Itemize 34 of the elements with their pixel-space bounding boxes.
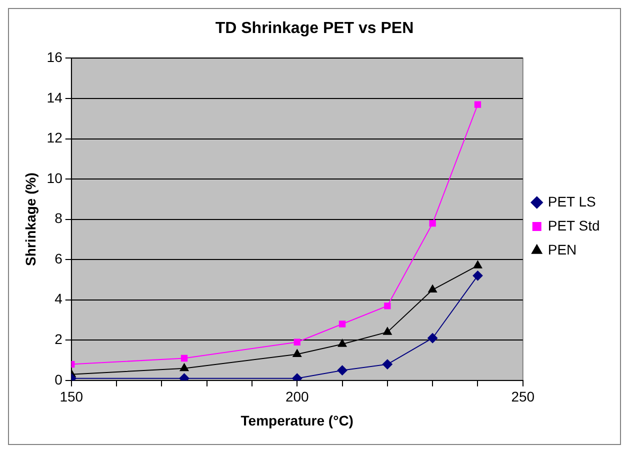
point — [292, 349, 302, 357]
point — [384, 302, 391, 310]
point — [338, 339, 347, 347]
y-tick-label: 0 — [54, 371, 63, 388]
x-tick-label: 200 — [285, 388, 310, 405]
point — [383, 327, 392, 335]
point — [294, 338, 300, 346]
point — [428, 284, 437, 293]
point — [382, 359, 392, 370]
legend-label: PET LS — [548, 193, 596, 210]
y-tick-label: 6 — [54, 250, 63, 266]
point — [180, 363, 189, 372]
chart-title: TD Shrinkage PET vs PEN — [215, 20, 414, 38]
y-axis-title: Shrinkage (%) — [22, 172, 38, 266]
y-tick-label: 2 — [54, 330, 63, 347]
y-tick-label: 12 — [46, 130, 63, 146]
y-tick-label: 4 — [54, 290, 63, 307]
legend-label: PEN — [548, 241, 577, 258]
point — [429, 220, 436, 227]
point — [472, 270, 483, 281]
y-tick-label: 10 — [46, 170, 63, 186]
y-tick-label: 16 — [46, 49, 63, 66]
point — [338, 320, 346, 328]
y-tick-label: 8 — [54, 210, 63, 226]
point — [428, 333, 438, 344]
point — [337, 365, 348, 376]
y-tick-label: 14 — [46, 89, 63, 106]
x-tick-label: 150 — [60, 388, 84, 405]
point — [473, 260, 482, 268]
x-axis-title: Temperature (°C) — [240, 412, 354, 428]
point — [180, 354, 188, 362]
point — [474, 101, 482, 108]
legend-label: PET Std — [548, 217, 600, 234]
x-tick-label: 250 — [511, 388, 535, 405]
